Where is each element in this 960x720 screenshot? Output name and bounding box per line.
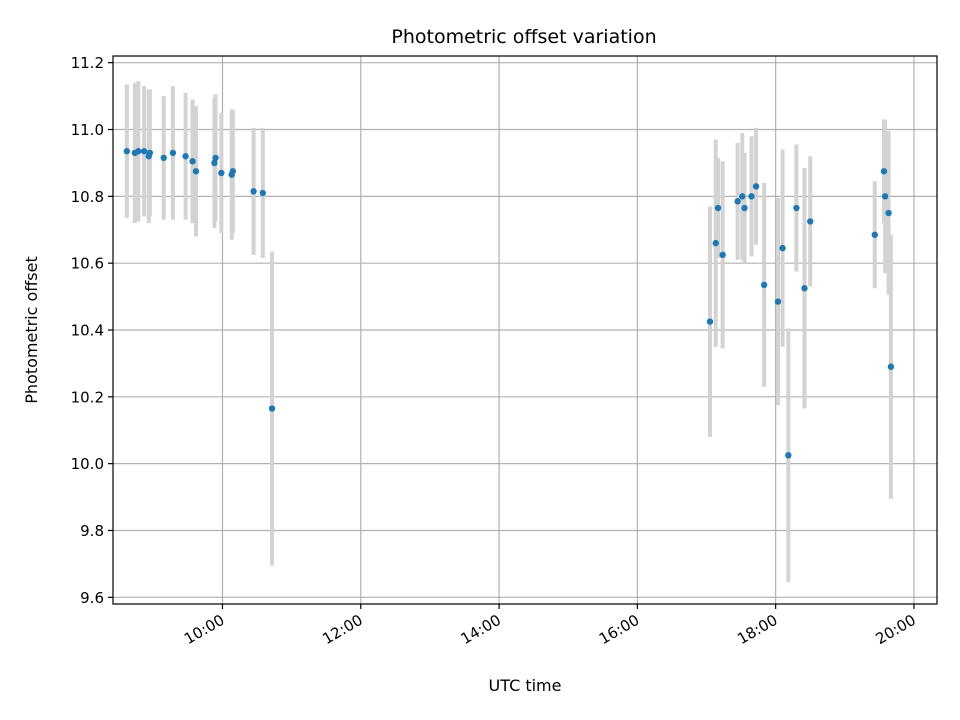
data-point [160,154,167,162]
data-point [885,209,892,217]
data-point [712,239,719,247]
y-axis: 9.6 9.8 10.0 10.2 10.4 10.6 10.8 11.0 11.2 [71,54,113,607]
data-point [734,198,741,205]
data-point [211,159,218,167]
plot-area [112,55,938,605]
y-tick-label: 10.8 [71,188,104,206]
data-point [801,285,808,292]
data-point [714,204,722,212]
data-points [123,148,895,459]
data-point [268,405,276,412]
data-point [169,149,177,157]
grid [113,56,937,604]
y-tick-label: 11.2 [71,54,104,72]
data-point [140,148,148,155]
data-point [793,204,800,212]
data-point [189,158,196,165]
data-point [880,168,888,175]
data-point [887,363,895,370]
data-point [259,189,267,197]
data-point [192,168,200,175]
data-point [135,148,142,155]
data-point [182,153,189,160]
data-point [706,318,714,325]
data-point [229,168,237,175]
x-axis-label: UTC time [489,676,562,695]
y-tick-label: 11.0 [71,121,104,139]
y-tick-label: 10.0 [71,455,104,473]
y-tick-label: 9.6 [80,589,104,607]
data-point [871,231,878,238]
data-point [774,298,782,305]
data-point [785,452,792,459]
data-point [123,148,131,155]
y-tick-label: 10.4 [71,322,104,340]
data-point [748,193,755,200]
y-axis-label: Photometric offset [22,256,41,404]
data-point [881,193,889,200]
data-point [146,149,154,157]
data-point [250,188,257,195]
data-point [779,244,786,252]
data-point [741,204,748,212]
data-point [218,169,225,177]
data-point [212,154,219,162]
data-point [807,218,814,225]
data-point [739,193,746,200]
data-point [760,281,768,289]
chart-title: Photometric offset variation [391,26,656,48]
y-tick-label: 9.8 [80,522,104,540]
data-point [752,183,760,190]
y-tick-label: 10.6 [71,255,104,273]
y-tick-label: 10.2 [71,388,104,406]
data-point [719,251,726,259]
